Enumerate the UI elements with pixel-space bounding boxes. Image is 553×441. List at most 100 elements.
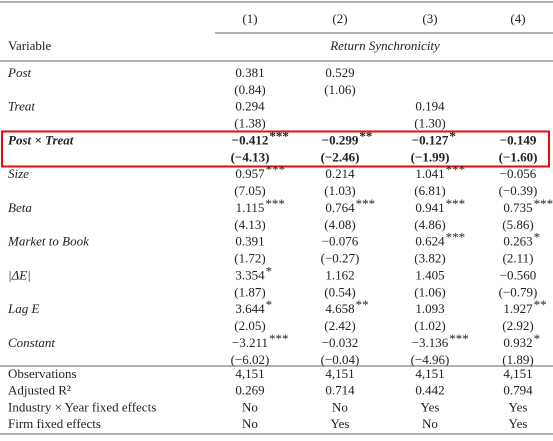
t-statistic: (6.81) — [414, 183, 445, 198]
dependent-variable: Return Synchronicity — [329, 38, 440, 53]
stat-value: No — [332, 399, 348, 414]
t-statistic: (1.03) — [324, 183, 355, 198]
coefficient: 0.932 — [503, 335, 532, 350]
stat-value: 4,151 — [325, 366, 354, 381]
t-statistic: (0.54) — [324, 284, 355, 299]
significance-stars: *** — [446, 162, 466, 177]
significance-stars: * — [266, 297, 273, 312]
t-statistic: (1.89) — [502, 352, 533, 367]
variable-label: |ΔE| — [8, 267, 31, 282]
coefficient: 1.162 — [325, 267, 354, 282]
t-statistic: (−6.02) — [231, 352, 270, 367]
t-statistic: (4.86) — [414, 217, 445, 232]
variable-label: Post — [7, 65, 32, 80]
t-statistic: (1.87) — [234, 284, 265, 299]
significance-stars: *** — [356, 196, 376, 211]
significance-stars: * — [266, 263, 273, 278]
stat-value: 4,151 — [235, 366, 264, 381]
coefficient: −3.136 — [412, 335, 449, 350]
stat-label: Industry × Year fixed effects — [8, 399, 156, 414]
coefficient: 0.941 — [415, 200, 444, 215]
column-number: (4) — [510, 11, 525, 26]
coefficient: 0.381 — [235, 65, 264, 80]
t-statistic: (2.11) — [503, 251, 534, 266]
stat-value: 4,151 — [415, 366, 444, 381]
significance-stars: ** — [534, 297, 547, 312]
coefficient: 1.927 — [503, 301, 533, 316]
coefficient: 0.294 — [235, 99, 265, 114]
coefficient: 0.957 — [235, 166, 265, 181]
stat-value: Yes — [509, 416, 528, 431]
stat-value: No — [422, 416, 438, 431]
coefficient: −0.076 — [322, 234, 359, 249]
t-statistic: (−0.04) — [321, 352, 360, 367]
significance-stars: ** — [359, 128, 372, 143]
t-statistic: (5.86) — [502, 217, 533, 232]
significance-stars: *** — [449, 331, 469, 346]
coefficient: 1.041 — [415, 166, 444, 181]
t-statistic: (2.92) — [502, 318, 533, 333]
t-statistic: (−0.79) — [499, 284, 538, 299]
coefficient: 0.194 — [415, 99, 445, 114]
t-statistic: (−1.60) — [499, 149, 538, 164]
coefficient: −0.149 — [500, 132, 537, 147]
stat-value: No — [242, 399, 258, 414]
coefficient: 0.624 — [415, 234, 445, 249]
stat-value: 0.794 — [503, 383, 533, 398]
coefficient: 1.093 — [415, 301, 444, 316]
t-statistic: (−4.13) — [231, 149, 270, 164]
t-statistic: (7.05) — [234, 183, 265, 198]
variable-label: Size — [8, 166, 29, 181]
coefficient: 1.405 — [415, 267, 444, 282]
stat-value: No — [242, 416, 258, 431]
t-statistic: (1.72) — [234, 251, 265, 266]
t-statistic: (2.42) — [324, 318, 355, 333]
coefficient: −3.211 — [232, 335, 268, 350]
t-statistic: (−0.39) — [499, 183, 538, 198]
coefficient: 0.735 — [503, 200, 532, 215]
t-statistic: (−4.96) — [411, 352, 450, 367]
significance-stars: * — [534, 331, 541, 346]
variable-label: Beta — [8, 200, 32, 215]
t-statistic: (−1.99) — [411, 149, 450, 164]
variable-label: Lag E — [7, 301, 39, 316]
t-statistic: (1.06) — [414, 284, 445, 299]
stat-value: Yes — [509, 399, 528, 414]
variable-label: Post × Treat — [8, 132, 74, 147]
t-statistic: (4.08) — [324, 217, 355, 232]
t-statistic: (1.02) — [414, 318, 445, 333]
column-number: (1) — [242, 11, 257, 26]
stat-value: Yes — [331, 416, 350, 431]
t-statistic: (−0.27) — [321, 251, 360, 266]
t-statistic: (1.38) — [234, 116, 265, 131]
variable-label: Treat — [8, 99, 35, 114]
stat-label: Firm fixed effects — [8, 416, 101, 431]
column-number: (2) — [332, 11, 347, 26]
stat-value: 0.269 — [235, 383, 264, 398]
coefficient: 3.354 — [235, 267, 265, 282]
t-statistic: (3.82) — [414, 251, 445, 266]
coefficient: 3.644 — [235, 301, 265, 316]
significance-stars: *** — [265, 196, 285, 211]
significance-stars: *** — [534, 196, 553, 211]
coefficient: −0.127 — [412, 132, 449, 147]
coefficient: 0.529 — [325, 65, 354, 80]
significance-stars: *** — [266, 162, 286, 177]
variable-label: Constant — [8, 335, 55, 350]
coefficient: −0.560 — [500, 267, 537, 282]
stat-value: 0.442 — [415, 383, 444, 398]
coefficient: −0.032 — [322, 335, 359, 350]
significance-stars: *** — [269, 331, 289, 346]
coefficient: 4.658 — [325, 301, 354, 316]
variable-label: Market to Book — [7, 234, 89, 249]
t-statistic: (4.13) — [234, 217, 265, 232]
significance-stars: *** — [269, 128, 289, 143]
t-statistic: (1.06) — [324, 82, 355, 97]
coefficient: 0.764 — [325, 200, 355, 215]
t-statistic: (0.84) — [234, 82, 265, 97]
row-label-header: Variable — [8, 38, 52, 53]
significance-stars: * — [534, 230, 541, 245]
coefficient: 0.391 — [235, 234, 264, 249]
significance-stars: * — [449, 128, 456, 143]
